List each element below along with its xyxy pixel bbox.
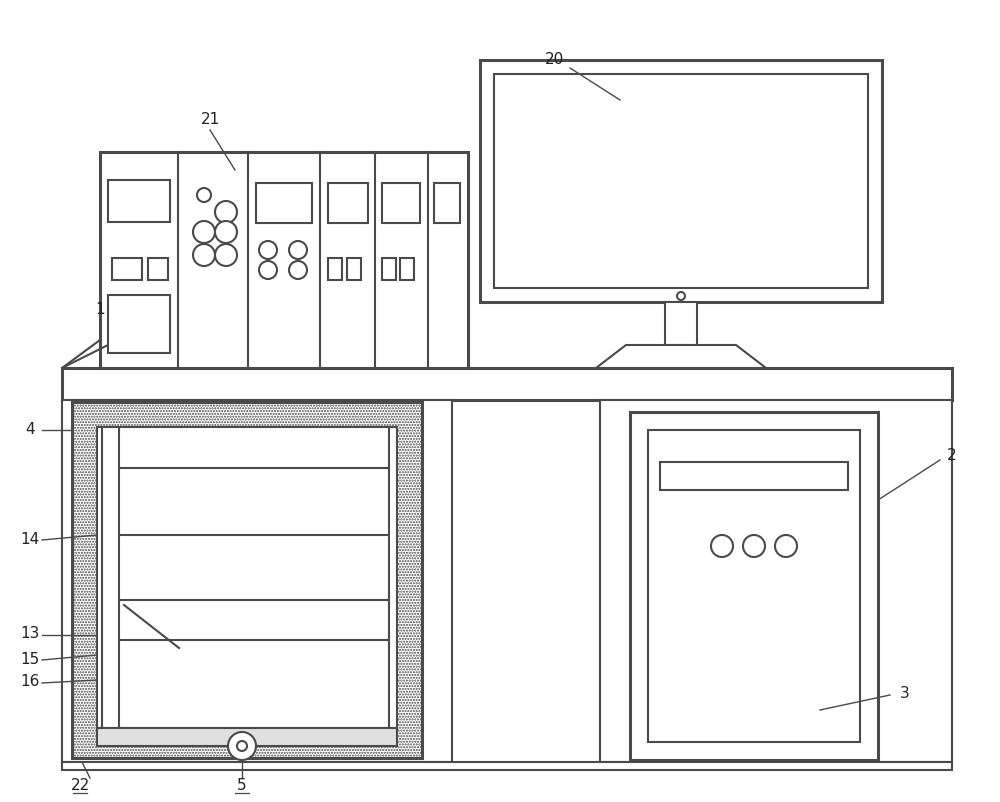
Bar [347,258,361,280]
Polygon shape [596,345,766,368]
Bar [480,60,882,302]
Bar [112,258,142,280]
Text: 3: 3 [900,686,910,700]
Circle shape [197,188,211,202]
Bar [494,74,868,288]
Circle shape [228,732,256,760]
Text: 16: 16 [20,674,40,690]
Text: 14: 14 [20,532,40,546]
Bar [62,400,452,762]
Circle shape [215,201,237,223]
Circle shape [775,535,797,557]
Circle shape [215,221,237,243]
Bar [382,183,420,223]
Bar [328,183,368,223]
Bar [100,152,468,368]
Bar [97,728,397,746]
Bar [382,258,396,280]
Text: 13: 13 [20,626,40,641]
Bar [648,430,860,742]
Circle shape [237,741,247,751]
Bar [62,368,952,400]
Bar [600,400,952,762]
Bar [148,258,168,280]
Circle shape [259,241,277,259]
Circle shape [743,535,765,557]
Circle shape [289,261,307,279]
Bar [665,302,697,345]
Bar [62,762,952,770]
Circle shape [193,221,215,243]
Bar [72,402,422,758]
Bar [328,258,342,280]
Circle shape [259,261,277,279]
Text: 15: 15 [20,651,40,666]
Bar [434,183,460,223]
Bar [660,462,848,490]
Circle shape [215,244,237,266]
Circle shape [289,241,307,259]
Text: 2: 2 [947,448,957,463]
Circle shape [711,535,733,557]
Text: 21: 21 [200,112,220,128]
Text: 22: 22 [70,779,90,793]
Text: 5: 5 [237,779,247,793]
Bar [108,295,170,353]
Bar [256,183,312,223]
Bar [630,412,878,760]
Bar [108,180,170,222]
Circle shape [677,292,685,300]
Text: 1: 1 [95,302,105,318]
Text: 4: 4 [25,423,35,438]
Text: 20: 20 [545,52,565,67]
Bar [400,258,414,280]
Bar [97,427,397,728]
Circle shape [193,244,215,266]
